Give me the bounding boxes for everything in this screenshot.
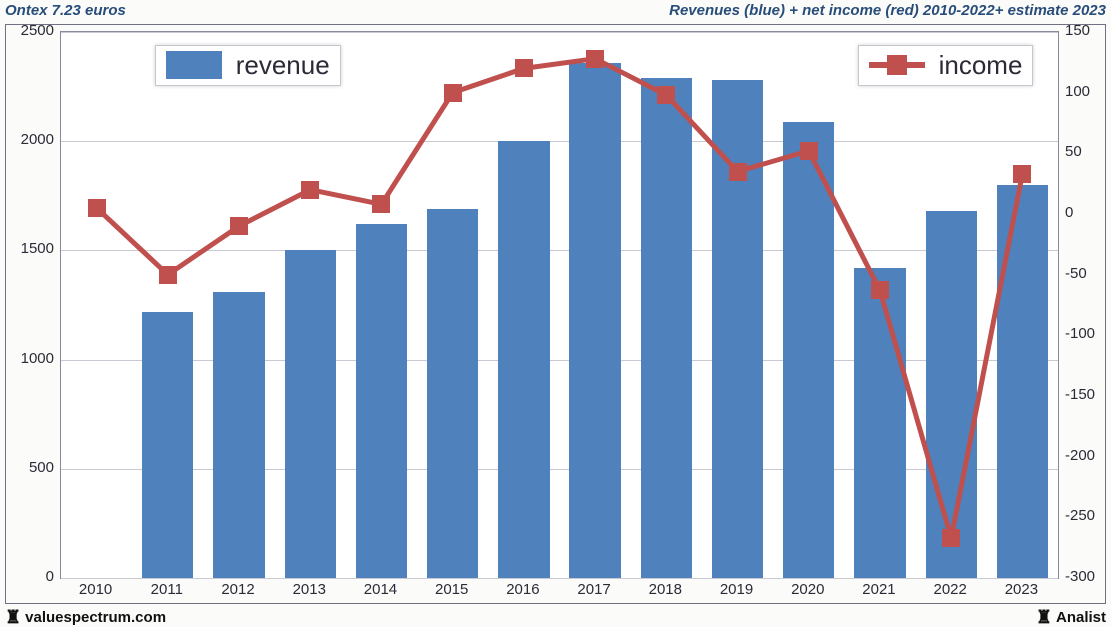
y-left-tick: 2000 [21, 131, 54, 148]
x-tick: 2014 [364, 581, 397, 598]
income-marker [657, 86, 675, 104]
plot-area [60, 31, 1059, 579]
x-tick: 2015 [435, 581, 468, 598]
x-tick: 2021 [862, 581, 895, 598]
legend-line: income [858, 45, 1034, 86]
x-tick: 2013 [293, 581, 326, 598]
y-left-tick: 1000 [21, 350, 54, 367]
x-tick: 2010 [79, 581, 112, 598]
gridline [61, 578, 1058, 579]
income-marker [444, 84, 462, 102]
income-marker [230, 217, 248, 235]
x-tick: 2016 [506, 581, 539, 598]
x-tick: 2018 [649, 581, 682, 598]
chart-container: 05001000150020002500-300-250-200-150-100… [5, 24, 1106, 604]
revenue-swatch-icon [166, 51, 222, 79]
title-left: Ontex 7.23 euros [5, 2, 126, 24]
legend-label: revenue [236, 50, 330, 81]
x-tick: 2023 [1005, 581, 1038, 598]
y-right-tick: -300 [1065, 568, 1095, 585]
income-marker [301, 181, 319, 199]
footer-left-text: valuespectrum.com [25, 609, 166, 626]
income-marker [586, 50, 604, 68]
footer-right-text: Analist [1056, 609, 1106, 626]
legend-bar: revenue [155, 45, 341, 86]
income-marker [729, 163, 747, 181]
y-left-tick: 1500 [21, 240, 54, 257]
y-right-tick: 50 [1065, 143, 1082, 160]
income-marker [1013, 165, 1031, 183]
income-marker [942, 529, 960, 547]
income-marker [800, 142, 818, 160]
footer-left: ♜ valuespectrum.com [5, 608, 166, 626]
income-marker [871, 281, 889, 299]
y-right-tick: 0 [1065, 204, 1073, 221]
y-right-tick: -250 [1065, 507, 1095, 524]
y-left-tick: 500 [29, 459, 54, 476]
y-left-tick: 0 [46, 568, 54, 585]
x-tick: 2020 [791, 581, 824, 598]
y-right-tick: -100 [1065, 325, 1095, 342]
x-tick: 2011 [151, 581, 183, 598]
footer-right: ♜ Analist [1036, 608, 1106, 626]
x-tick: 2017 [577, 581, 610, 598]
title-right: Revenues (blue) + net income (red) 2010-… [669, 2, 1106, 24]
rook-icon: ♜ [1036, 608, 1052, 626]
x-tick: 2022 [933, 581, 966, 598]
rook-icon: ♜ [5, 608, 21, 626]
y-right-tick: -200 [1065, 447, 1095, 464]
income-marker [88, 199, 106, 217]
income-marker [515, 59, 533, 77]
legend-label: income [939, 50, 1023, 81]
income-marker [159, 266, 177, 284]
income-marker [372, 195, 390, 213]
y-right-tick: -50 [1065, 265, 1087, 282]
y-right-tick: 150 [1065, 22, 1090, 39]
y-right-tick: 100 [1065, 83, 1090, 100]
x-tick: 2019 [720, 581, 753, 598]
income-swatch-icon [869, 62, 925, 68]
y-left-tick: 2500 [21, 22, 54, 39]
y-right-tick: -150 [1065, 386, 1095, 403]
income-line [61, 32, 1058, 578]
x-tick: 2012 [221, 581, 254, 598]
